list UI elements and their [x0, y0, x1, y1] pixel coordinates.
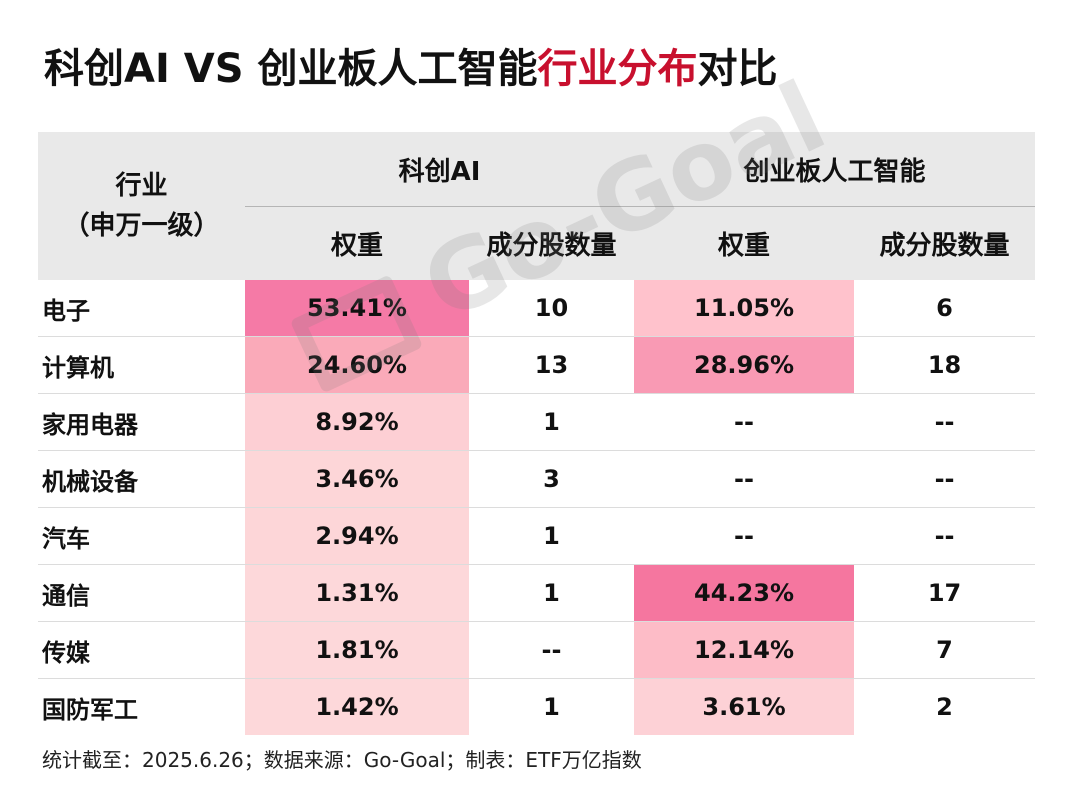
- industry-header-line1: 行业: [115, 171, 168, 201]
- table-row: 机械设备 3.46% 3 -- --: [38, 450, 1036, 508]
- industry-cell: 家用电器: [38, 393, 245, 451]
- cy-count-cell: 17: [854, 564, 1036, 622]
- kc-count-cell: --: [469, 621, 635, 679]
- industry-cell: 机械设备: [38, 450, 245, 508]
- table-row: 计算机 24.60% 13 28.96% 18: [38, 336, 1036, 394]
- kc-weight-cell: 3.46%: [245, 450, 469, 508]
- kc-weight-cell: 8.92%: [245, 393, 469, 451]
- cy-weight-cell: --: [634, 450, 855, 508]
- table-row: 电子 53.41% 10 11.05% 6: [38, 280, 1036, 337]
- title-highlight: 行业分布: [537, 46, 698, 92]
- kc-count-cell: 1: [469, 393, 635, 451]
- industry-cell: 国防军工: [38, 678, 245, 735]
- comparison-table-container: 行业 （申万一级） 科创AI 创业板人工智能 权重 成分股数量 权重 成分股数量…: [38, 132, 1036, 735]
- source-note: 统计截至：2025.6.26；数据来源：Go-Goal；制表：ETF万亿指数: [42, 748, 642, 772]
- industry-cell: 计算机: [38, 336, 245, 394]
- cy-weight-cell: 28.96%: [634, 336, 855, 394]
- industry-cell: 电子: [38, 280, 245, 337]
- comparison-table: 行业 （申万一级） 科创AI 创业板人工智能 权重 成分股数量 权重 成分股数量…: [38, 132, 1036, 735]
- table-body: 电子 53.41% 10 11.05% 6 计算机 24.60% 13 28.9…: [38, 280, 1036, 735]
- table-row: 国防军工 1.42% 1 3.61% 2: [38, 678, 1036, 735]
- group-header-cy: 创业板人工智能: [634, 132, 1036, 207]
- cy-weight-cell: --: [634, 393, 855, 451]
- cy-count-cell: --: [854, 450, 1036, 508]
- title-part1: 科创AI VS 创业板人工智能: [44, 46, 538, 92]
- kc-weight-cell: 1.31%: [245, 564, 469, 622]
- cy-count-cell: --: [854, 393, 1036, 451]
- kc-count-cell: 1: [469, 507, 635, 565]
- kc-count-cell: 1: [469, 678, 635, 735]
- kc-count-cell: 13: [469, 336, 635, 394]
- kc-weight-header: 权重: [245, 206, 469, 280]
- kc-count-cell: 10: [469, 280, 635, 337]
- cy-count-cell: 2: [854, 678, 1036, 735]
- industry-cell: 汽车: [38, 507, 245, 565]
- kc-weight-cell: 53.41%: [245, 280, 469, 337]
- page-title: 科创AI VS 创业板人工智能行业分布对比: [44, 36, 777, 94]
- industry-cell: 传媒: [38, 621, 245, 679]
- cy-count-cell: --: [854, 507, 1036, 565]
- kc-weight-cell: 24.60%: [245, 336, 469, 394]
- kc-weight-cell: 1.81%: [245, 621, 469, 679]
- industry-header-line2: （申万一级）: [63, 211, 220, 241]
- table-row: 通信 1.31% 1 44.23% 17: [38, 564, 1036, 622]
- cy-count-cell: 18: [854, 336, 1036, 394]
- kc-weight-cell: 2.94%: [245, 507, 469, 565]
- industry-header: 行业 （申万一级）: [38, 132, 245, 280]
- title-part2: 对比: [697, 46, 778, 92]
- table-row: 汽车 2.94% 1 -- --: [38, 507, 1036, 565]
- group-header-kc: 科创AI: [245, 132, 635, 207]
- cy-weight-cell: 12.14%: [634, 621, 855, 679]
- kc-count-cell: 3: [469, 450, 635, 508]
- kc-count-cell: 1: [469, 564, 635, 622]
- cy-count-cell: 7: [854, 621, 1036, 679]
- kc-weight-cell: 1.42%: [245, 678, 469, 735]
- table-row: 传媒 1.81% -- 12.14% 7: [38, 621, 1036, 679]
- cy-weight-cell: 3.61%: [634, 678, 855, 735]
- table-row: 家用电器 8.92% 1 -- --: [38, 393, 1036, 451]
- cy-weight-cell: --: [634, 507, 855, 565]
- cy-weight-header: 权重: [634, 206, 855, 280]
- cy-weight-cell: 44.23%: [634, 564, 855, 622]
- cy-count-cell: 6: [854, 280, 1036, 337]
- industry-cell: 通信: [38, 564, 245, 622]
- cy-count-header: 成分股数量: [854, 206, 1036, 280]
- cy-weight-cell: 11.05%: [634, 280, 855, 337]
- kc-count-header: 成分股数量: [469, 206, 635, 280]
